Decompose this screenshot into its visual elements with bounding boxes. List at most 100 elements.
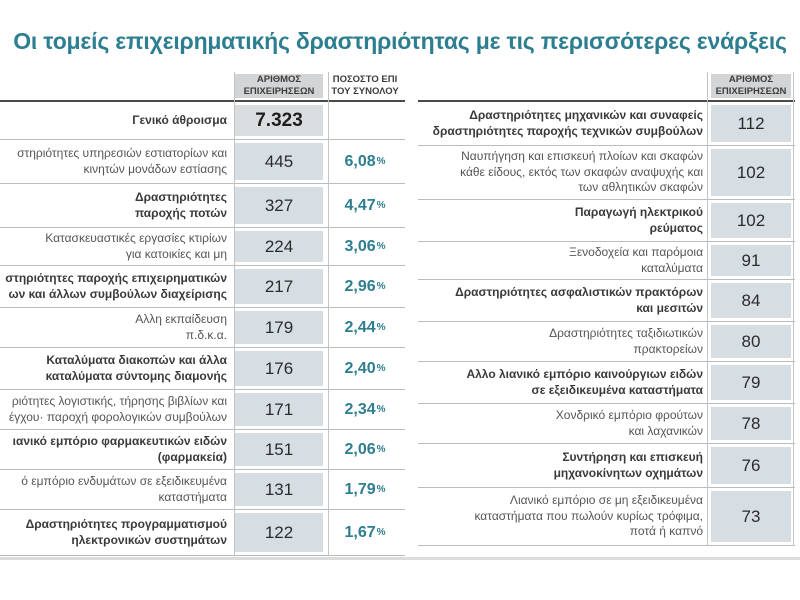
table-row: Καταλύματα διακοπών και άλλα καταλύματα … (0, 348, 405, 390)
row-label-cell: Δραστηριότητες προγραμματισμού ηλεκτρονι… (0, 510, 233, 555)
table-row: στηριότητες παροχής επιχειρηματικών ων κ… (0, 266, 405, 308)
right-table: ΑΡΙΘΜΟΣ ΕΠΙΧΕΙΡΗΣΕΩΝ Δραστηριότητες μηχα… (418, 72, 795, 546)
row-label-cell: ριότητες λογιστικής, τήρησης βιβλίων και… (0, 390, 233, 429)
table-row: Κατασκευαστικές εργασίες κτιρίων για κατ… (0, 228, 405, 266)
table-row: στηριότητες υπηρεσιών εστιατορίων και κι… (0, 140, 405, 184)
percent-sign: % (376, 241, 386, 252)
row-label-cell: Κατασκευαστικές εργασίες κτιρίων για κατ… (0, 228, 233, 265)
row-label: ό εμπόριο ενδυμάτων σε εξειδικευμένα κατ… (21, 474, 227, 504)
row-label-cell: Λιανικό εμπόριο σε μη εξειδικευμένα κατα… (418, 488, 709, 545)
left-table: ΑΡΙΘΜΟΣ ΕΠΙΧΕΙΡΗΣΕΩΝ ΠΟΣΟΣΤΟ ΕΠΙ ΤΟΥ ΣΥΝ… (0, 72, 405, 556)
row-label-cell: Δραστηριότητες ασφαλιστικών πρακτόρων κα… (418, 280, 709, 321)
row-value-cell: 224 (233, 228, 325, 265)
row-label-cell: ιανικό εμπόριο φαρμακευτικών ειδών (φαρμ… (0, 430, 233, 469)
row-label: Χονδρικό εμπόριο φρούτων και λαχανικών (555, 408, 703, 438)
row-value-cell: 79 (709, 362, 793, 403)
row-value-cell: 7.323 (233, 102, 325, 139)
row-percent-cell: 6,08% (325, 140, 405, 183)
row-label: Ναυπήγηση και επισκευή πλοίων και σκαφών… (460, 149, 703, 195)
row-percent-cell: 2,96% (325, 266, 405, 307)
row-value: 151 (235, 433, 323, 466)
row-value-cell: 327 (233, 184, 325, 227)
table-row: Γενικό άθροισμα 7.323 (0, 102, 405, 140)
table-row: ριότητες λογιστικής, τήρησης βιβλίων και… (0, 390, 405, 430)
percent-sign: % (376, 484, 386, 495)
header-spacer (0, 72, 233, 100)
row-value: 217 (235, 269, 323, 304)
row-value: 131 (235, 473, 323, 506)
table-row: Αλλο λιανικό εμπόριο καινούργιων ειδών σ… (418, 362, 795, 404)
row-value: 171 (235, 393, 323, 426)
row-label-cell: Συντήρηση και επισκευή μηχανοκίνητων οχη… (418, 444, 709, 487)
row-value: 7.323 (235, 105, 323, 136)
row-value-cell: 122 (233, 510, 325, 555)
row-value: 76 (711, 447, 791, 484)
row-label-cell: Παραγωγή ηλεκτρικού ρεύματος (418, 200, 709, 241)
row-percent-cell: 2,40% (325, 348, 405, 389)
row-label-cell: Αλλο λιανικό εμπόριο καινούργιων ειδών σ… (418, 362, 709, 403)
page-title: Οι τομείς επιχειρηματικής δραστηριότητας… (13, 28, 787, 54)
column-header-number: ΑΡΙΘΜΟΣ ΕΠΙΧΕΙΡΗΣΕΩΝ (709, 72, 793, 100)
percent-sign: % (376, 527, 386, 538)
percent-sign: % (376, 404, 386, 415)
row-percent: 2,40 (344, 359, 376, 377)
row-label: στηριότητες υπηρεσιών εστιατορίων και κι… (17, 146, 227, 176)
header-spacer (418, 72, 709, 100)
row-percent: 6,08 (344, 152, 376, 170)
row-label-cell: στηριότητες παροχής επιχειρηματικών ων κ… (0, 266, 233, 307)
row-percent: 3,06 (344, 237, 376, 255)
table-row: Χονδρικό εμπόριο φρούτων και λαχανικών 78 (418, 404, 795, 444)
row-label: Δραστηριότητες παροχής ποτών (134, 190, 227, 220)
row-label-cell: Δραστηριότητες παροχής ποτών (0, 184, 233, 227)
row-label: Καταλύματα διακοπών και άλλα καταλύματα … (45, 353, 227, 383)
table-row: Λιανικό εμπόριο σε μη εξειδικευμένα κατα… (418, 488, 795, 546)
row-label: στηριότητες παροχής επιχειρηματικών ων κ… (5, 271, 227, 301)
row-value-cell: 76 (709, 444, 793, 487)
row-label-cell: ό εμπόριο ενδυμάτων σε εξειδικευμένα κατ… (0, 470, 233, 509)
table-row: ιανικό εμπόριο φαρμακευτικών ειδών (φαρμ… (0, 430, 405, 470)
row-label: Κατασκευαστικές εργασίες κτιρίων για κατ… (45, 231, 227, 261)
row-label-cell: Χονδρικό εμπόριο φρούτων και λαχανικών (418, 404, 709, 443)
percent-sign: % (376, 444, 386, 455)
row-percent-cell: 2,34% (325, 390, 405, 429)
row-label-cell: Ναυπήγηση και επισκευή πλοίων και σκαφών… (418, 146, 709, 199)
row-value-cell: 217 (233, 266, 325, 307)
row-value-cell: 78 (709, 404, 793, 443)
row-label-cell: Γενικό άθροισμα (0, 102, 233, 139)
table-row: Ναυπήγηση και επισκευή πλοίων και σκαφών… (418, 146, 795, 200)
column-divider (234, 72, 235, 556)
table-row: Δραστηριότητες ασφαλιστικών πρακτόρων κα… (418, 280, 795, 322)
row-percent-cell: 1,79% (325, 470, 405, 509)
row-label-cell: Καταλύματα διακοπών και άλλα καταλύματα … (0, 348, 233, 389)
percent-sign: % (376, 200, 386, 211)
table-row: Αλλη εκπαίδευση π.δ.κ.α. 179 2,44% (0, 308, 405, 348)
row-value-cell: 102 (709, 200, 793, 241)
percent-sign: % (376, 322, 386, 333)
row-value: 327 (235, 187, 323, 224)
row-label: Αλλη εκπαίδευση π.δ.κ.α. (135, 312, 227, 342)
row-label-cell: Ξενοδοχεία και παρόμοια καταλύματα (418, 242, 709, 279)
table-row: Δραστηριότητες προγραμματισμού ηλεκτρονι… (0, 510, 405, 556)
row-value-cell: 80 (709, 322, 793, 361)
row-percent: 2,44 (344, 318, 376, 336)
row-label: Δραστηριότητες ασφαλιστικών πρακτόρων κα… (455, 285, 703, 315)
row-value: 73 (711, 491, 791, 542)
column-divider (707, 72, 708, 546)
row-percent: 2,96 (344, 277, 376, 295)
row-value-cell: 84 (709, 280, 793, 321)
right-table-header-row: ΑΡΙΘΜΟΣ ΕΠΙΧΕΙΡΗΣΕΩΝ (418, 72, 795, 102)
row-percent-cell: 4,47% (325, 184, 405, 227)
row-percent-cell (325, 102, 405, 139)
row-value: 84 (711, 283, 791, 318)
row-value: 79 (711, 365, 791, 400)
row-percent: 4,47 (344, 196, 376, 214)
row-value: 179 (235, 311, 323, 344)
row-label: Αλλο λιανικό εμπόριο καινούργιων ειδών σ… (466, 367, 703, 397)
table-row: Παραγωγή ηλεκτρικού ρεύματος 102 (418, 200, 795, 242)
row-label: Δραστηριότητες προγραμματισμού ηλεκτρονι… (25, 517, 227, 547)
bottom-rule (0, 557, 800, 560)
row-label: Ξενοδοχεία και παρόμοια καταλύματα (569, 245, 703, 275)
row-value-cell: 171 (233, 390, 325, 429)
table-row: ό εμπόριο ενδυμάτων σε εξειδικευμένα κατ… (0, 470, 405, 510)
